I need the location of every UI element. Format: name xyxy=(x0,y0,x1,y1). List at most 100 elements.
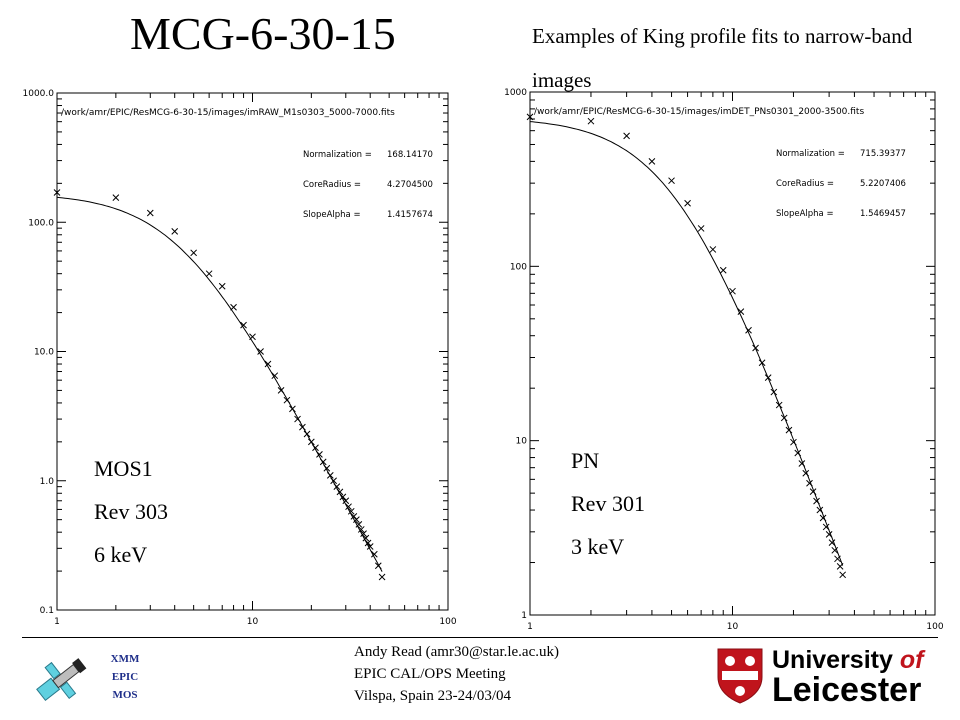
pn-data-point xyxy=(745,326,752,334)
mos1-data-point xyxy=(336,488,344,496)
mos1-param-value: 168.14170 xyxy=(387,150,433,160)
university-shield-icon xyxy=(717,648,763,704)
pn-data-point xyxy=(802,469,810,477)
pn-data-point xyxy=(831,546,839,554)
pn-data-point xyxy=(809,488,817,496)
mos1-data-point xyxy=(339,493,347,501)
pn-data-point xyxy=(819,514,827,522)
pn-data-point xyxy=(775,401,783,409)
mos1-param-name: CoreRadius = xyxy=(303,180,361,190)
pn-data-point xyxy=(816,506,824,514)
mos1-x-tick-label: 100 xyxy=(439,617,456,627)
mos1-x-tick-label: 1 xyxy=(54,617,60,627)
mos1-data-point xyxy=(249,333,256,341)
pn-data-point xyxy=(794,449,802,457)
pn-data-point xyxy=(697,225,705,232)
pn-param-value: 5.2207406 xyxy=(860,179,906,189)
university-of-leicester-logo: University of Leicester xyxy=(716,645,938,709)
mos1-param-name: SlopeAlpha = xyxy=(303,210,361,220)
of-word: of xyxy=(899,646,924,674)
mos1-file-label: /work/amr/EPIC/ResMCG-6-30-15/images/imR… xyxy=(61,108,395,118)
footer-divider xyxy=(22,637,938,638)
pn-annotation: PN Rev 301 3 keV xyxy=(571,439,645,568)
mos1-data-point xyxy=(350,513,358,520)
mos1-param-name: Normalization = xyxy=(303,150,372,160)
xmm-satellite-icon xyxy=(36,658,87,702)
mos1-data-point xyxy=(370,550,378,558)
pn-data-point xyxy=(719,266,727,274)
pn-data-point xyxy=(839,571,847,579)
mos1-y-tick-label: 0.1 xyxy=(40,606,54,616)
mos1-rev-label: Rev 303 xyxy=(94,499,168,524)
mos1-data-point xyxy=(366,543,374,550)
mos1-data-point xyxy=(345,503,352,511)
mos1-data-point xyxy=(294,415,301,423)
pn-data-point xyxy=(648,158,656,165)
mos1-data-point xyxy=(316,451,323,458)
pn-data-point xyxy=(770,388,778,396)
pn-data-point xyxy=(834,555,841,563)
pn-data-point xyxy=(825,531,833,538)
pn-y-tick-label: 100 xyxy=(510,262,527,272)
mos1-x-tick-label: 10 xyxy=(247,617,259,627)
mos1-king-profile-chart: 1 10 100 0.1 1.0 10.0 100.0 1000.0/work/amr/EPI… xyxy=(23,89,457,627)
pn-param-name: CoreRadius = xyxy=(776,179,834,189)
leicester-word: Leicester xyxy=(772,671,922,709)
pn-data-point xyxy=(623,132,630,140)
pn-data-point xyxy=(752,344,759,352)
mos1-data-point xyxy=(378,573,386,581)
mos1-y-tick-label: 1000.0 xyxy=(23,89,55,99)
page-title: MCG-6-30-15 xyxy=(130,8,396,59)
mos1-data-point xyxy=(362,534,370,542)
pn-instrument-label: PN xyxy=(571,448,600,473)
pn-data-point xyxy=(668,177,675,185)
pn-data-point xyxy=(684,199,691,207)
pn-data-point xyxy=(813,497,820,505)
pn-y-tick-label: 1 xyxy=(521,611,527,621)
epic-label: EPIC xyxy=(111,671,139,683)
pn-rev-label: Rev 301 xyxy=(571,491,645,516)
mos1-data-point xyxy=(289,405,296,413)
mos1-data-point xyxy=(353,516,360,524)
pn-data-point xyxy=(729,287,736,295)
mos1-y-tick-label: 100.0 xyxy=(28,218,54,228)
mos1-data-point xyxy=(146,209,154,217)
mos1-data-point xyxy=(299,423,306,431)
pn-data-point xyxy=(798,460,806,467)
mos1-data-point xyxy=(171,228,179,235)
mos1-data-point xyxy=(53,189,61,196)
pn-king-profile-chart: 1 10 100 1 10 100 1000/work/amr/EPIC/ResMCG-6-… xyxy=(504,88,944,632)
pn-x-tick-label: 100 xyxy=(926,622,943,632)
mos1-data-point xyxy=(342,497,350,505)
mos-label: MOS xyxy=(112,689,138,701)
pn-x-tick-label: 10 xyxy=(727,622,739,632)
xmm-epic-mos-label: XMM EPIC MOS xyxy=(95,650,155,704)
xmm-label: XMM xyxy=(110,653,140,665)
pn-data-point xyxy=(737,308,745,315)
mos1-data-point xyxy=(326,472,334,479)
mos1-data-point xyxy=(257,348,264,355)
pn-data-point xyxy=(587,117,595,125)
pn-fit-curve xyxy=(529,121,844,566)
pn-data-point xyxy=(790,438,797,446)
mos1-data-point xyxy=(303,430,311,438)
pn-y-tick-label: 10 xyxy=(516,437,528,447)
mos1-data-point xyxy=(347,507,355,515)
mos1-data-point xyxy=(218,282,226,290)
pn-data-point xyxy=(806,479,813,487)
mos1-y-tick-label: 10.0 xyxy=(34,348,54,358)
pn-data-point xyxy=(822,523,830,531)
pn-y-tick-label: 1000 xyxy=(504,88,527,98)
pn-data-point xyxy=(780,414,788,422)
mos1-data-point xyxy=(190,249,198,257)
footer-meeting: EPIC CAL/OPS Meeting xyxy=(354,666,506,682)
mos1-annotation: MOS1 Rev 303 6 keV xyxy=(94,447,168,576)
pn-data-point xyxy=(758,359,766,367)
pn-x-tick-label: 1 xyxy=(527,622,533,632)
mos1-data-point xyxy=(205,270,213,278)
pn-param-value: 1.5469457 xyxy=(860,209,906,219)
mos1-data-point xyxy=(374,562,382,570)
pn-param-name: SlopeAlpha = xyxy=(776,209,834,219)
page-subtitle: Examples of King profile fits to narrow-… xyxy=(532,24,913,92)
pn-data-point xyxy=(828,539,836,547)
